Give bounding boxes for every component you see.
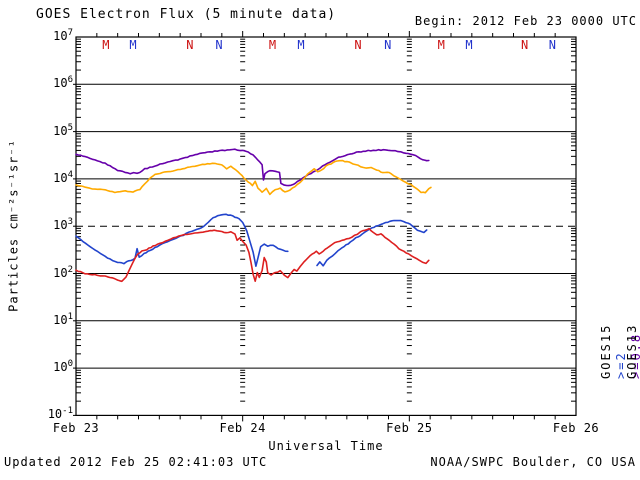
flux-series-goes13-2-mev [75,227,430,283]
y-tick-label: 103 [53,217,73,233]
y-tick-label: 10-1 [47,406,73,422]
noaa-credit: NOAA/SWPC Boulder, CO USA [430,455,636,469]
begin-time-label: Begin: 2012 Feb 23 0000 UTC [414,14,637,28]
satellite-marker-n-goes15: N [384,38,392,52]
satellite-marker-m-goes15: M [465,38,473,52]
flux-series-goes15-0-8-mev [75,148,430,187]
satellite-marker-n-goes13: N [520,38,529,52]
legend-column-goes13: GOES13 >=2 >=0.8 MeV [610,146,640,416]
y-tick-label: 102 [53,264,73,280]
y-tick-label: 104 [53,169,73,185]
x-axis-title: Universal Time [268,439,384,453]
satellite-marker-m-goes13: M [437,38,445,52]
y-tick-label: 106 [53,75,73,91]
y-tick-label: 100 [53,359,73,375]
flux-series-goes13-0-8-mev [75,159,432,196]
satellite-marker-n-goes13: N [186,38,194,52]
chart-title: GOES Electron Flux (5 minute data) [36,7,337,22]
satellite-marker-n-goes15: N [548,38,556,52]
flux-series-goes15-2-mev [75,213,289,268]
satellite-marker-m-goes15: M [129,38,137,52]
y-tick-label: 101 [53,311,73,327]
satellite-marker-n-goes15: N [215,38,223,52]
x-tick-label: Feb 24 [219,421,266,435]
satellite-marker-n-goes13: N [354,38,362,52]
x-tick-label: Feb 23 [52,421,100,435]
y-tick-label: 105 [53,122,73,138]
flux-series-goes15-2-mev [316,219,428,267]
updated-timestamp: Updated 2012 Feb 25 02:41:03 UTC [4,455,268,469]
satellite-marker-m-goes13: M [268,38,277,52]
legend-goes13-label: GOES13 [625,323,639,380]
satellite-marker-m-goes15: M [297,38,305,52]
x-tick-label: Feb 26 [552,421,600,435]
x-tick-label: Feb 25 [386,421,433,435]
satellite-marker-m-goes13: M [102,38,110,52]
y-tick-label: 107 [53,28,73,43]
